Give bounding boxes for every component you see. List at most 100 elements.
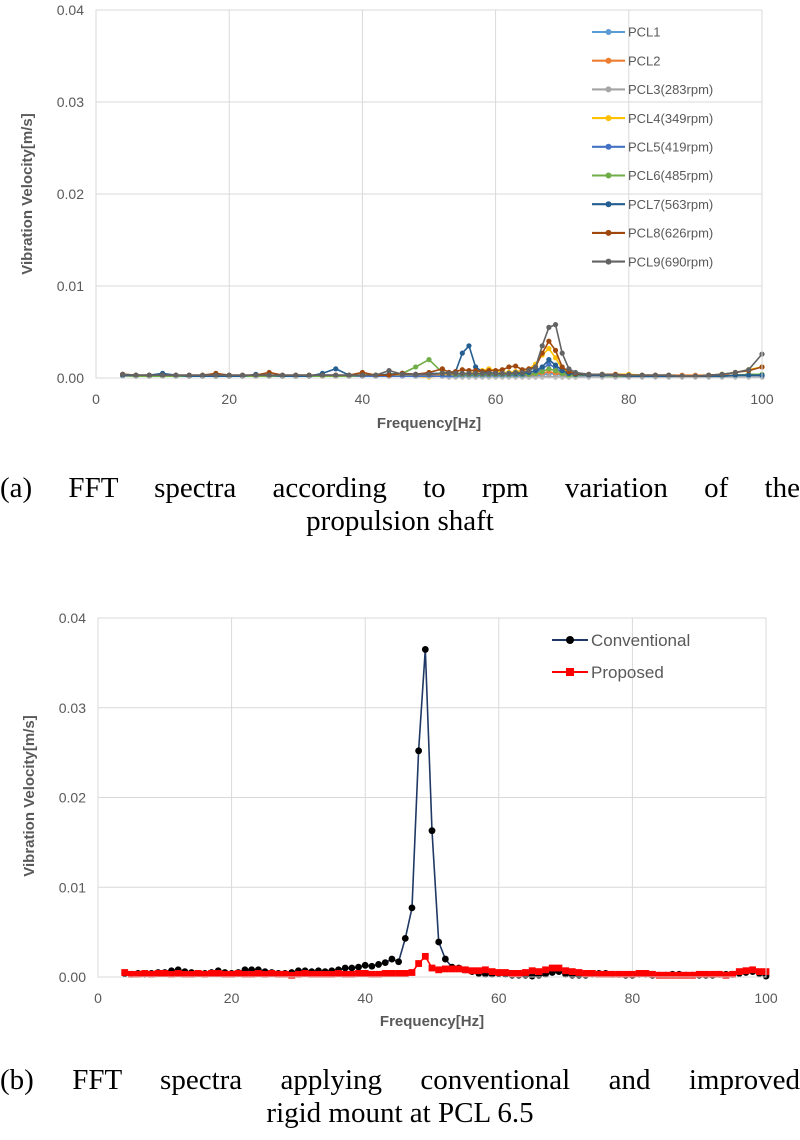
data-point xyxy=(441,955,449,963)
data-point xyxy=(702,970,710,978)
x-tick-label: 40 xyxy=(357,990,373,1006)
data-point xyxy=(499,370,505,376)
legend-item: Proposed xyxy=(552,663,664,682)
data-point xyxy=(333,366,339,372)
data-point xyxy=(459,370,465,376)
x-tick-label: 80 xyxy=(621,391,637,407)
data-point xyxy=(173,372,179,378)
data-point xyxy=(539,364,545,370)
legend-label: PCL8(626rpm) xyxy=(628,226,713,241)
data-point xyxy=(709,970,716,978)
caption-b: (b) FFT spectra applying conventional an… xyxy=(0,1064,800,1130)
data-point xyxy=(608,970,616,978)
data-point xyxy=(435,966,443,974)
data-point xyxy=(466,370,472,376)
data-point xyxy=(522,969,529,976)
data-point xyxy=(333,372,339,378)
legend-label: Conventional xyxy=(591,631,690,650)
data-point xyxy=(146,372,152,378)
data-point xyxy=(539,374,545,380)
data-point xyxy=(346,372,352,378)
data-point xyxy=(274,970,282,978)
series-conventional xyxy=(121,646,770,980)
data-point xyxy=(373,372,379,378)
data-point xyxy=(482,966,489,974)
data-point xyxy=(439,366,445,372)
data-point xyxy=(552,347,559,353)
data-point xyxy=(386,372,392,378)
data-point xyxy=(261,970,269,978)
data-point xyxy=(254,970,262,977)
data-point xyxy=(552,368,559,374)
data-point xyxy=(319,372,326,378)
data-point xyxy=(539,343,545,349)
data-point xyxy=(622,970,630,978)
data-point xyxy=(455,965,463,973)
data-point xyxy=(281,970,289,978)
x-tick-label: 60 xyxy=(488,391,504,407)
x-tick-label: 20 xyxy=(224,990,240,1006)
data-point xyxy=(301,970,309,977)
data-point xyxy=(141,970,149,977)
data-point xyxy=(662,971,670,979)
y-tick-label: 0.03 xyxy=(59,700,86,716)
data-point xyxy=(428,964,436,972)
data-point xyxy=(546,373,552,379)
data-point xyxy=(552,322,559,328)
legend-marker xyxy=(605,172,612,179)
legend-item: PCL4(349rpm) xyxy=(592,111,713,126)
data-point xyxy=(462,966,469,974)
data-point xyxy=(154,970,162,977)
data-point xyxy=(381,970,389,977)
data-point xyxy=(732,369,738,376)
data-point xyxy=(226,372,232,378)
legend-marker xyxy=(605,229,612,236)
data-point xyxy=(459,367,465,373)
data-point xyxy=(642,970,650,977)
data-point xyxy=(552,374,559,380)
data-point xyxy=(706,372,712,378)
data-point xyxy=(221,970,229,978)
data-point xyxy=(293,372,299,378)
data-point xyxy=(586,371,592,377)
data-point xyxy=(468,967,476,975)
data-point xyxy=(459,350,465,356)
data-point xyxy=(395,958,402,966)
data-point xyxy=(399,371,405,377)
data-point xyxy=(381,959,389,967)
data-point xyxy=(546,338,552,344)
data-point xyxy=(174,970,182,977)
data-point xyxy=(559,368,565,374)
legend-label: PCL7(563rpm) xyxy=(628,197,713,212)
data-point xyxy=(415,747,423,755)
caption-a: (a) FFT spectra according to rpm variati… xyxy=(0,472,800,538)
data-point xyxy=(128,970,135,978)
x-tick-label: 100 xyxy=(754,990,778,1006)
data-point xyxy=(186,372,192,378)
data-point xyxy=(441,965,449,973)
data-point xyxy=(719,371,725,377)
data-point xyxy=(315,970,322,978)
y-tick-label: 0.01 xyxy=(59,879,86,895)
data-point xyxy=(595,970,603,978)
data-point xyxy=(214,970,222,977)
data-point xyxy=(572,369,579,376)
data-point xyxy=(279,372,286,378)
data-point xyxy=(355,970,362,977)
data-point xyxy=(266,372,272,378)
data-point xyxy=(742,967,750,975)
data-point xyxy=(512,369,519,376)
data-point xyxy=(395,970,402,977)
data-point xyxy=(528,972,536,980)
y-axis-title: Vibration Velocity[m/s] xyxy=(21,715,38,876)
legend-item: PCL9(690rpm) xyxy=(592,254,713,269)
data-point xyxy=(368,970,376,978)
data-point xyxy=(239,372,246,378)
data-point xyxy=(566,366,572,372)
data-point xyxy=(408,904,416,912)
data-point xyxy=(548,964,556,972)
data-point xyxy=(746,372,752,378)
legend-label: PCL1 xyxy=(628,25,661,40)
series-pcl9-690rpm- xyxy=(120,322,765,379)
data-point xyxy=(546,324,552,330)
